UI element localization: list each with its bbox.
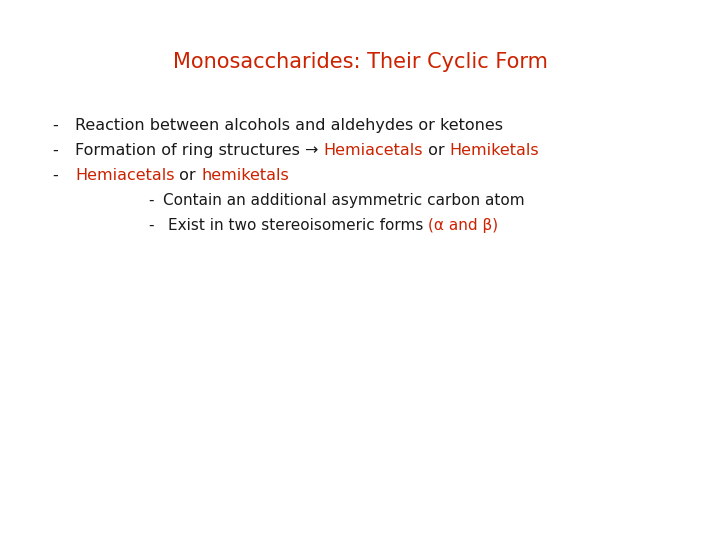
Text: Hemiacetals: Hemiacetals [323, 143, 423, 158]
Text: Hemiacetals: Hemiacetals [75, 168, 174, 183]
Text: or: or [174, 168, 202, 183]
Text: Hemiketals: Hemiketals [450, 143, 539, 158]
Text: (α and β): (α and β) [428, 218, 498, 233]
Text: hemiketals: hemiketals [202, 168, 289, 183]
Text: -: - [148, 193, 153, 208]
Text: -: - [52, 168, 58, 183]
Text: Exist in two stereoisomeric forms: Exist in two stereoisomeric forms [168, 218, 428, 233]
Text: Contain an additional asymmetric carbon atom: Contain an additional asymmetric carbon … [163, 193, 525, 208]
Text: Reaction between alcohols and aldehydes or ketones: Reaction between alcohols and aldehydes … [75, 118, 503, 133]
Text: -: - [148, 218, 153, 233]
Text: -: - [52, 118, 58, 133]
Text: Monosaccharides: Their Cyclic Form: Monosaccharides: Their Cyclic Form [173, 52, 547, 72]
Text: -: - [52, 143, 58, 158]
Text: or: or [423, 143, 450, 158]
Text: Formation of ring structures →: Formation of ring structures → [75, 143, 323, 158]
